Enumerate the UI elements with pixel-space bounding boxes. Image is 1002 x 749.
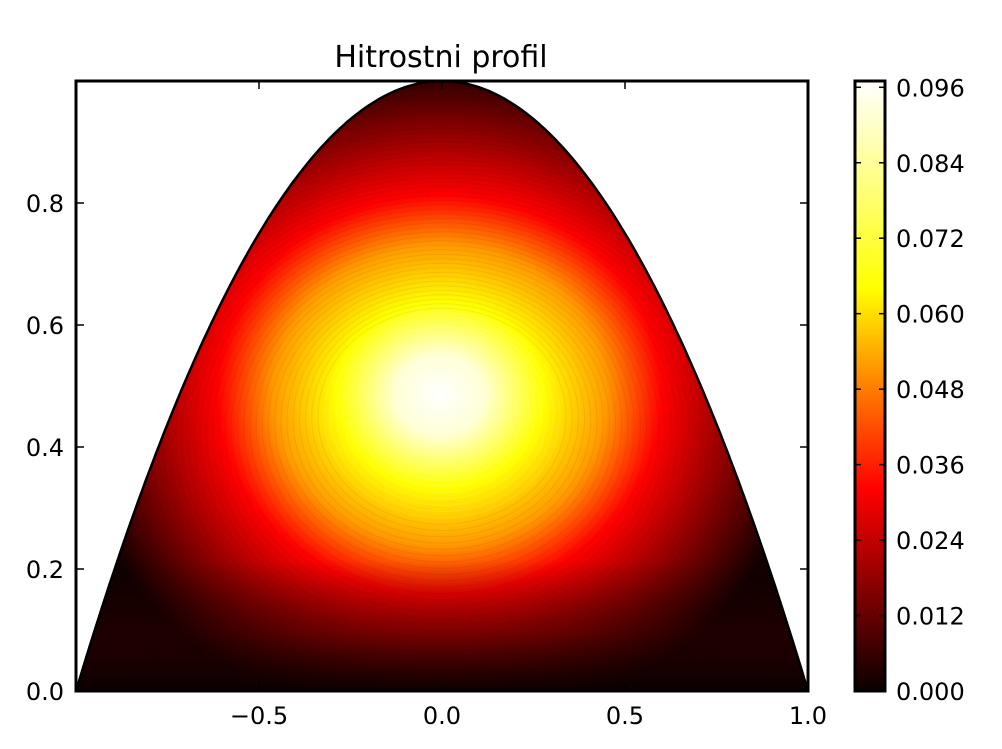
contour-level bbox=[323, 312, 561, 519]
contour-level bbox=[311, 303, 573, 532]
contour-level bbox=[360, 339, 524, 481]
x-tick-label: 1.0 bbox=[789, 702, 827, 730]
contour-level bbox=[317, 307, 567, 525]
contour-level bbox=[286, 285, 598, 557]
colorbar-tick-label: 0.024 bbox=[896, 527, 965, 555]
contour-level bbox=[385, 357, 499, 456]
y-axis: 0.0 0.2 0.4 0.6 0.8 bbox=[26, 190, 808, 706]
colorbar-tick-label: 0.084 bbox=[896, 150, 965, 178]
colorbar-ticks: 0.000 0.012 0.024 0.036 0.048 0.060 0.072 0.084… bbox=[855, 74, 965, 706]
colorbar-tick-label: 0.048 bbox=[896, 376, 965, 404]
x-tick-label: −0.5 bbox=[230, 702, 288, 730]
contour-level bbox=[422, 384, 462, 418]
contour-level bbox=[367, 343, 517, 475]
contour-level bbox=[429, 388, 455, 412]
colorbar-tick-label: 0.072 bbox=[896, 225, 965, 253]
y-tick-label: 0.6 bbox=[26, 312, 64, 340]
plot-area bbox=[74, 79, 810, 693]
contour-level bbox=[416, 379, 468, 424]
contour-level bbox=[404, 370, 480, 437]
contour-level bbox=[292, 289, 592, 550]
contour-level bbox=[435, 393, 449, 406]
y-tick-label: 0.2 bbox=[26, 556, 64, 584]
y-tick-label: 0.8 bbox=[26, 190, 64, 218]
colorbar-tick-label: 0.036 bbox=[896, 452, 965, 480]
base-shading bbox=[76, 560, 808, 691]
contour-level bbox=[342, 325, 542, 500]
contour-level bbox=[379, 352, 505, 462]
x-tick-label: 0.0 bbox=[423, 702, 461, 730]
x-tick-label: 0.5 bbox=[606, 702, 644, 730]
contour-level bbox=[391, 361, 493, 450]
contour-level bbox=[410, 375, 474, 431]
contour-level bbox=[329, 316, 555, 513]
y-tick-label: 0.4 bbox=[26, 434, 64, 462]
contour-level bbox=[336, 321, 548, 506]
colorbar-tick-label: 0.060 bbox=[896, 301, 965, 329]
contour-level bbox=[373, 348, 511, 469]
contour-level bbox=[354, 334, 530, 487]
contour-level bbox=[76, 127, 808, 691]
contour-level bbox=[298, 294, 586, 544]
x-axis: −0.5 0.0 0.5 1.0 bbox=[230, 81, 827, 730]
colorbar bbox=[853, 79, 887, 693]
colorbar-tick-label: 0.000 bbox=[896, 678, 965, 706]
y-tick-label: 0.0 bbox=[26, 678, 64, 706]
contour-level bbox=[348, 330, 536, 494]
colorbar-tick-label: 0.012 bbox=[896, 603, 965, 631]
chart-title: Hitrostni profil bbox=[334, 40, 547, 75]
contour-level bbox=[398, 366, 486, 443]
colorbar-tick-label: 0.096 bbox=[896, 74, 965, 102]
contour-level bbox=[305, 298, 579, 538]
